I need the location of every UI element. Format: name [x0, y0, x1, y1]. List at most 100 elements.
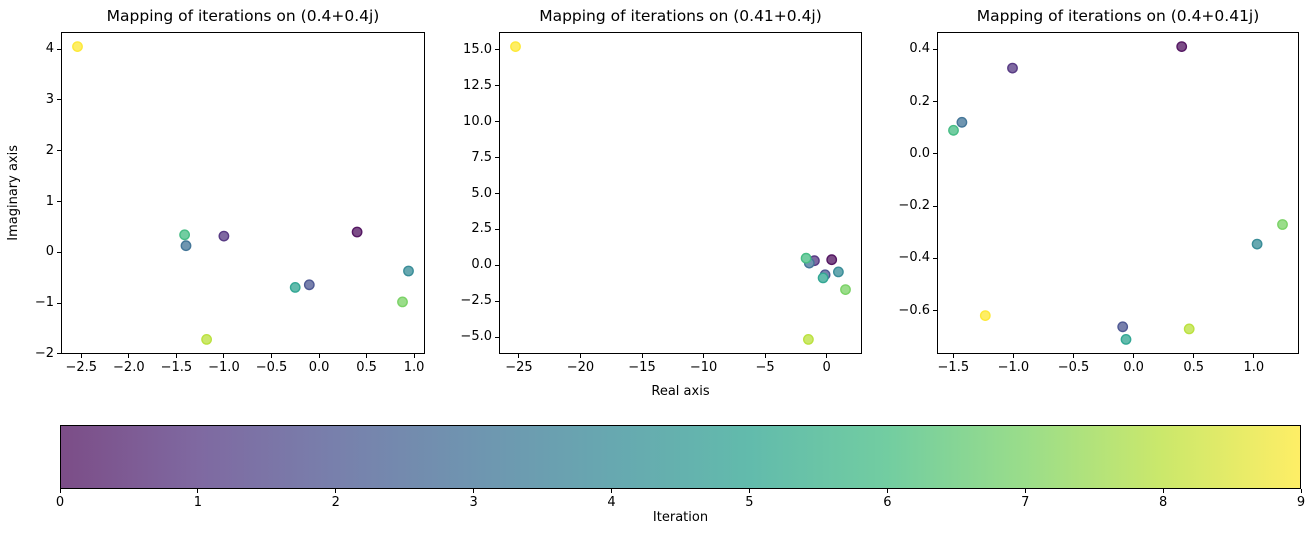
subplot1-plot-area [61, 32, 425, 354]
scatter-point-iter-5 [289, 281, 301, 293]
colorbar-tick-label: 1 [193, 495, 203, 510]
scatter-point-iter-3 [180, 240, 192, 252]
y-tick-label: 0.2 [909, 93, 930, 109]
x-tick-mark [366, 354, 368, 358]
scatter-point-iter-7 [397, 296, 408, 308]
x-tick-label: 1.0 [403, 360, 425, 375]
x-tick-mark [1133, 354, 1135, 358]
x-tick-mark [80, 354, 82, 358]
colorbar-tick-mark [1162, 489, 1164, 493]
y-tick-mark [933, 101, 937, 103]
colorbar-tick-mark [335, 489, 337, 493]
x-tick-mark [518, 354, 520, 358]
colorbar-tick-label: 9 [1296, 495, 1306, 510]
x-tick-label: 0.0 [1123, 360, 1144, 375]
x-tick-mark [223, 354, 225, 358]
y-tick-mark [57, 99, 61, 101]
x-tick-mark [579, 354, 581, 358]
scatter-point-iter-2 [303, 279, 315, 291]
scatter-point-iter-9 [979, 310, 991, 321]
subplot2-plot-area [499, 32, 862, 354]
scatter-point-iter-3 [956, 116, 968, 128]
x-tick-mark [1073, 354, 1075, 358]
y-tick-label: 0.0 [909, 145, 930, 161]
x-tick-label: −1.0 [997, 360, 1030, 375]
x-tick-label: −0.5 [255, 360, 288, 375]
x-tick-label: −2.0 [113, 360, 145, 375]
x-tick-mark [1193, 354, 1195, 358]
colorbar-tick-label: 6 [883, 495, 892, 510]
colorbar-tick-label: 4 [607, 495, 616, 510]
x-tick-mark [764, 354, 766, 358]
scatter-point-iter-5 [817, 272, 829, 284]
y-tick-mark [57, 302, 61, 304]
x-tick-label: −1.0 [208, 360, 240, 375]
x-tick-mark [175, 354, 177, 358]
y-tick-mark [495, 300, 499, 302]
y-tick-mark [57, 251, 61, 253]
x-tick-mark [270, 354, 272, 358]
scatter-point-iter-8 [1183, 323, 1195, 335]
colorbar-tick-mark [197, 489, 199, 493]
y-tick-mark [495, 85, 499, 87]
scatter-point-iter-9 [510, 41, 521, 53]
scatter-point-iter-0 [1176, 41, 1188, 53]
scatter-points-layer [510, 41, 851, 345]
y-tick-mark [933, 153, 937, 155]
y-tick-mark [57, 150, 61, 152]
y-tick-mark [495, 121, 499, 123]
y-tick-label: 1 [45, 193, 54, 209]
colorbar-tick-label: 5 [745, 495, 754, 510]
colorbar-gradient [60, 425, 1301, 489]
x-tick-mark [1012, 354, 1014, 358]
y-tick-mark [495, 336, 499, 338]
colorbar-tick-label: 3 [469, 495, 478, 510]
y-tick-label: −2.5 [460, 293, 492, 309]
scatter-point-iter-1 [1007, 62, 1018, 74]
scatter-point-iter-8 [802, 333, 814, 345]
x-tick-label: −10 [689, 360, 718, 375]
colorbar-tick-label: 2 [331, 495, 340, 510]
x-tick-label: −2.5 [65, 360, 98, 375]
x-tick-mark [413, 354, 415, 358]
y-tick-label: 2 [45, 142, 54, 158]
y-tick-mark [57, 353, 61, 355]
y-tick-label: −0.4 [898, 250, 930, 266]
scatter-point-iter-4 [832, 266, 844, 278]
scatter-point-iter-4 [403, 265, 414, 277]
x-tick-label: −15 [628, 360, 656, 375]
subplot3-plot-area [937, 32, 1299, 354]
y-tick-label: 2.5 [471, 221, 492, 237]
scatter-points-layer [72, 41, 414, 345]
scatter-points-layer [948, 41, 1288, 345]
x-tick-mark [1253, 354, 1255, 358]
y-tick-label: 7.5 [471, 149, 492, 165]
x-tick-label: −0.5 [1057, 360, 1090, 375]
y-tick-label: 5.0 [471, 185, 492, 201]
y-tick-label: 4 [45, 41, 54, 57]
x-tick-label: −25 [505, 360, 533, 375]
scatter-point-iter-7 [840, 284, 851, 296]
y-tick-mark [495, 228, 499, 230]
x-tick-label: −1.5 [160, 360, 193, 375]
scatter-point-iter-9 [72, 41, 83, 53]
y-tick-mark [933, 257, 937, 259]
y-tick-label: −0.2 [898, 198, 930, 214]
colorbar-tick-mark [611, 489, 613, 493]
x-tick-mark [318, 354, 320, 358]
colorbar-tick-mark [59, 489, 61, 493]
x-tick-label: −20 [566, 360, 595, 375]
scatter-point-iter-0 [826, 254, 838, 266]
scatter-point-iter-8 [201, 333, 213, 345]
y-tick-label: 12.5 [463, 77, 492, 93]
y-tick-label: −2 [34, 345, 54, 361]
subplot2-title: Mapping of iterations on (0.41+0.4j) [539, 7, 822, 25]
scatter-point-iter-6 [179, 229, 191, 241]
colorbar-tick-mark [886, 489, 888, 493]
x-tick-mark [952, 354, 954, 358]
y-tick-label: 0.4 [909, 41, 930, 57]
y-tick-label: 3 [45, 91, 54, 107]
x-tick-mark [641, 354, 643, 358]
x-tick-label: −1.5 [937, 360, 970, 375]
